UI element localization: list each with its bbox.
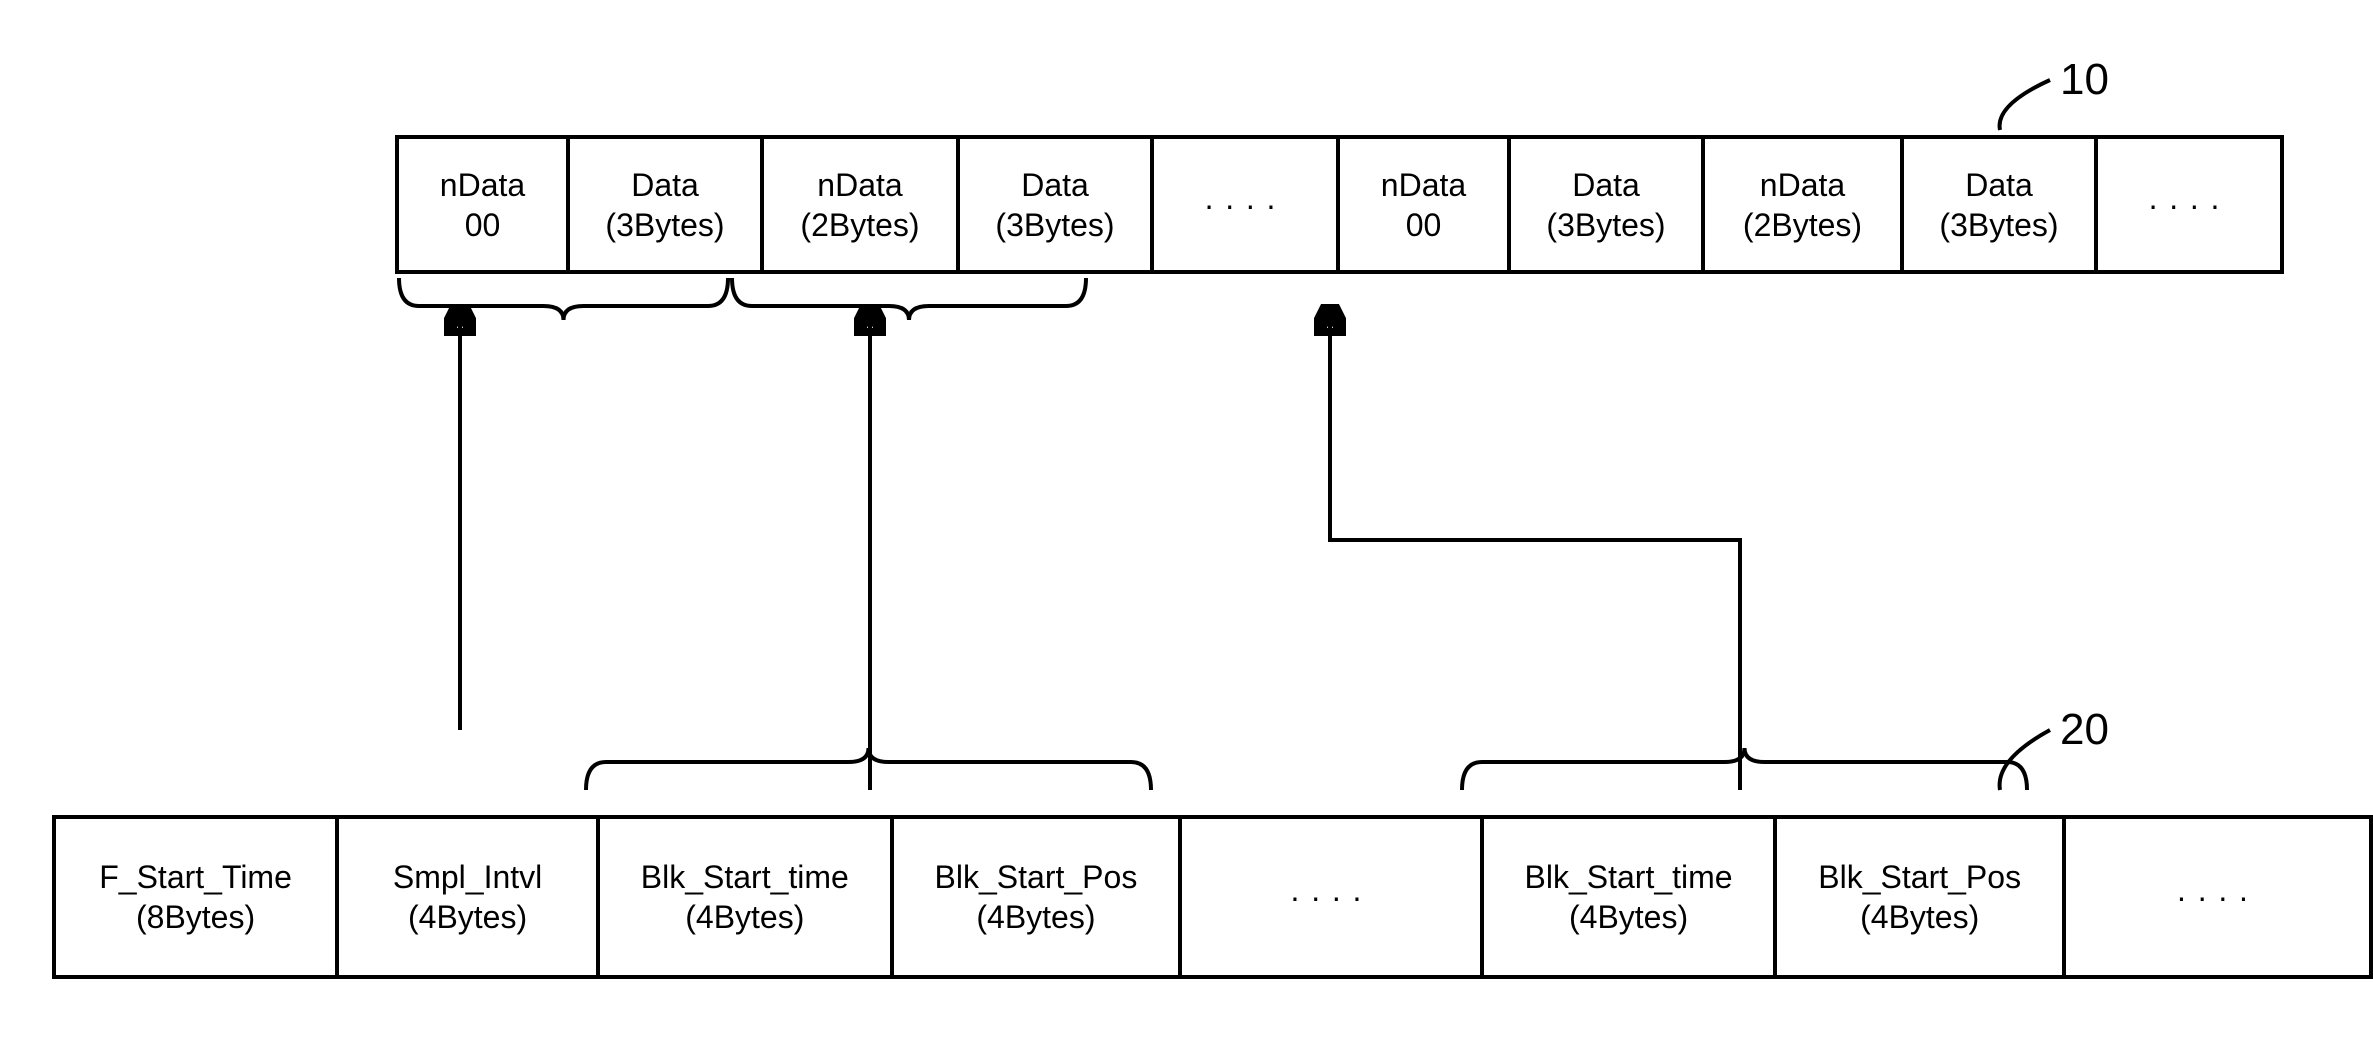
field-size: (4Bytes) xyxy=(1783,897,2056,937)
field-size: (4Bytes) xyxy=(1490,897,1768,937)
field-size: (4Bytes) xyxy=(345,897,590,937)
field-size: (2Bytes) xyxy=(770,205,950,245)
data-stream-table: nData00Data(3Bytes)nData(2Bytes)Data(3By… xyxy=(395,135,2284,274)
field-label: Blk_Start_Pos xyxy=(900,857,1173,897)
field-label: nData xyxy=(770,165,950,205)
field-cell: Data(3Bytes) xyxy=(1509,137,1703,272)
field-cell: Blk_Start_time(4Bytes) xyxy=(1482,817,1776,977)
field-label: Smpl_Intvl xyxy=(345,857,590,897)
ellipsis-cell: ···· xyxy=(1180,817,1482,977)
field-cell: F_Start_Time(8Bytes) xyxy=(54,817,337,977)
field-label: nData xyxy=(1711,165,1894,205)
field-size: (3Bytes) xyxy=(1517,205,1695,245)
ellipsis-cell: ···· xyxy=(2064,817,2371,977)
field-cell: Blk_Start_Pos(4Bytes) xyxy=(1775,817,2064,977)
field-size: (8Bytes) xyxy=(62,897,329,937)
diagram-root: nData00Data(3Bytes)nData(2Bytes)Data(3By… xyxy=(0,0,2373,1055)
field-label: Blk_Start_Pos xyxy=(1783,857,2056,897)
field-size: (3Bytes) xyxy=(966,205,1144,245)
index-table: F_Start_Time(8Bytes)Smpl_Intvl(4Bytes)Bl… xyxy=(52,815,2373,979)
field-label: Data xyxy=(966,165,1144,205)
field-label: nData xyxy=(405,165,560,205)
field-label: Data xyxy=(1517,165,1695,205)
field-size: (3Bytes) xyxy=(1910,205,2088,245)
field-label: F_Start_Time xyxy=(62,857,329,897)
field-size: (4Bytes) xyxy=(606,897,884,937)
field-size: 00 xyxy=(405,205,560,245)
field-cell: nData00 xyxy=(1338,137,1509,272)
field-cell: nData(2Bytes) xyxy=(762,137,958,272)
field-cell: Data(3Bytes) xyxy=(1902,137,2096,272)
field-cell: Blk_Start_Pos(4Bytes) xyxy=(892,817,1181,977)
field-cell: nData(2Bytes) xyxy=(1703,137,1902,272)
ellipsis-cell: ···· xyxy=(1152,137,1338,272)
ellipsis-cell: ···· xyxy=(2096,137,2282,272)
field-cell: Data(3Bytes) xyxy=(958,137,1152,272)
field-size: (2Bytes) xyxy=(1711,205,1894,245)
field-cell: Smpl_Intvl(4Bytes) xyxy=(337,817,598,977)
field-size: 00 xyxy=(1346,205,1501,245)
field-size: (4Bytes) xyxy=(900,897,1173,937)
field-label: Data xyxy=(576,165,754,205)
field-cell: Blk_Start_time(4Bytes) xyxy=(598,817,892,977)
field-label: Blk_Start_time xyxy=(606,857,884,897)
field-label: Data xyxy=(1910,165,2088,205)
field-label: nData xyxy=(1346,165,1501,205)
field-cell: Data(3Bytes) xyxy=(568,137,762,272)
reference-label-20: 20 xyxy=(2060,705,2109,755)
field-cell: nData00 xyxy=(397,137,568,272)
reference-label-10: 10 xyxy=(2060,55,2109,105)
field-label: Blk_Start_time xyxy=(1490,857,1768,897)
field-size: (3Bytes) xyxy=(576,205,754,245)
